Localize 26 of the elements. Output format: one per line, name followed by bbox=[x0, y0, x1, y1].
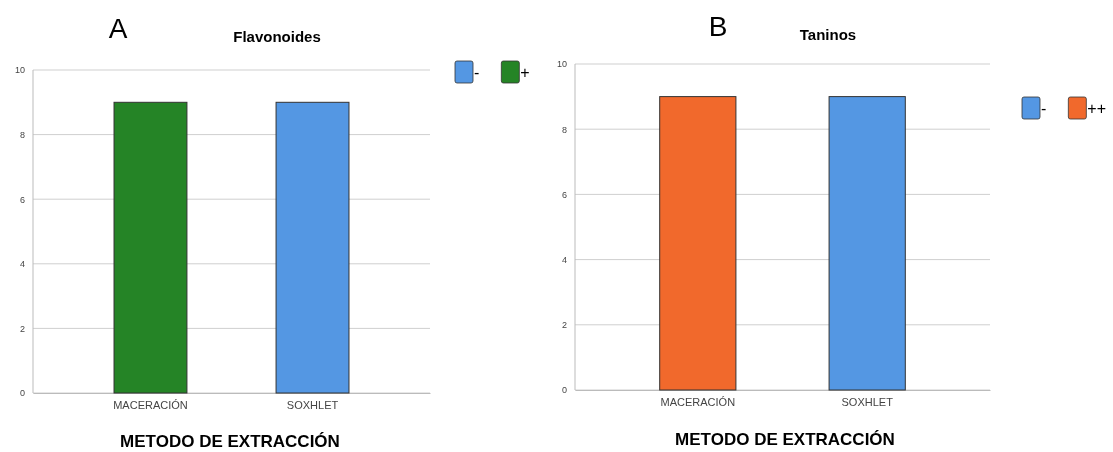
y-tick-label: 10 bbox=[14, 65, 25, 76]
legend-label: - bbox=[1041, 100, 1047, 117]
chart-title: Taninos bbox=[799, 26, 857, 43]
x-axis-title: METODO DE EXTRACCIÓN bbox=[120, 432, 340, 451]
y-tick-label: 4 bbox=[561, 254, 567, 265]
y-tick-label: 8 bbox=[561, 124, 567, 135]
y-tick-label: 6 bbox=[19, 194, 25, 205]
legend-label: - bbox=[474, 64, 480, 81]
x-tick-label: MACERACIÓN bbox=[660, 395, 736, 408]
y-tick-label: 0 bbox=[19, 388, 25, 399]
y-tick-label: 2 bbox=[561, 320, 567, 331]
chart-title: Flavonoides bbox=[233, 28, 321, 45]
x-tick-label: MACERACIÓN bbox=[113, 398, 188, 411]
y-tick-label: 10 bbox=[556, 59, 567, 70]
y-tick-label: 2 bbox=[19, 323, 25, 334]
y-tick-label: 0 bbox=[561, 385, 567, 396]
text: A bbox=[108, 13, 128, 44]
y-tick-label: 6 bbox=[561, 189, 567, 200]
x-axis-title: METODO DE EXTRACCIÓN bbox=[675, 430, 895, 449]
y-tick-label: 8 bbox=[19, 129, 25, 140]
x-tick-label: SOXHLET bbox=[841, 395, 894, 408]
legend-label: + bbox=[520, 64, 530, 81]
text: B bbox=[708, 11, 728, 42]
legend-label: ++ bbox=[1087, 100, 1107, 117]
x-tick-label: SOXHLET bbox=[286, 398, 339, 411]
y-tick-label: 4 bbox=[19, 259, 25, 270]
